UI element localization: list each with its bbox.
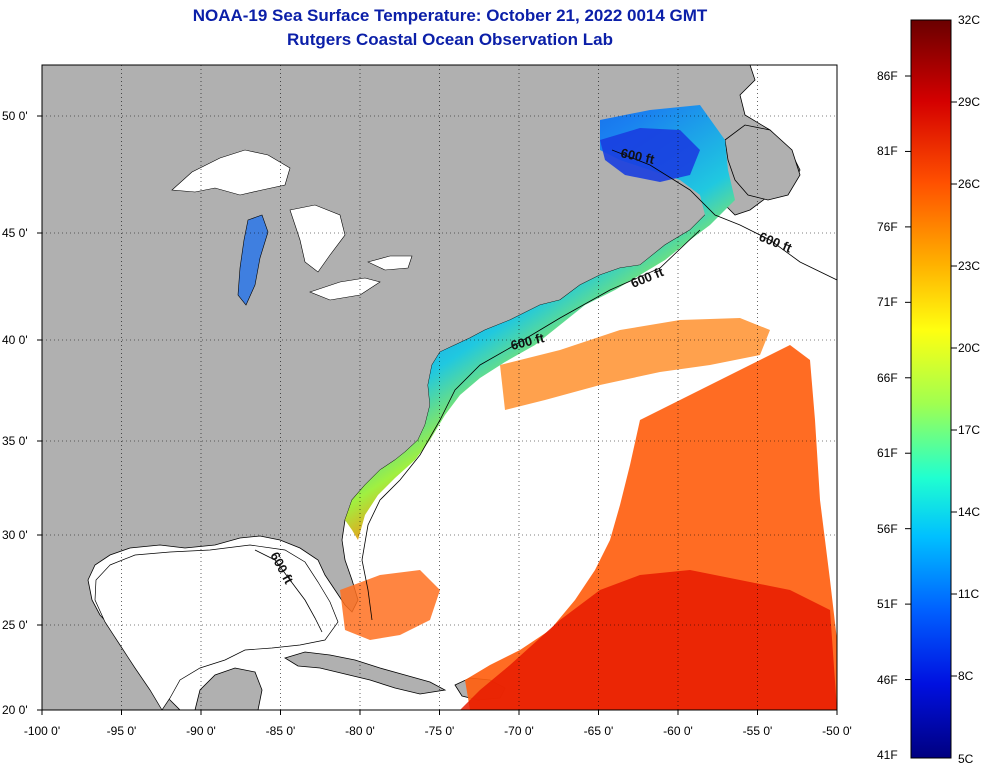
- cold-patch: [600, 128, 700, 182]
- celsius-label: 5C: [958, 752, 974, 766]
- celsius-label: 26C: [958, 177, 981, 191]
- map-title: NOAA-19 Sea Surface Temperature: October…: [192, 6, 708, 25]
- lat-tick-label: 25 0': [2, 618, 28, 632]
- lat-tick-label: 35 0': [2, 434, 28, 448]
- latitude-axis: 20 0' 25 0' 30 0' 35 0' 40 0' 45 0' 50 0': [2, 109, 42, 717]
- fahrenheit-label: 71F: [877, 295, 898, 310]
- gulf-of-mexico: [94, 544, 339, 710]
- lake-huron: [289, 204, 346, 273]
- lon-tick-label: -55 0': [743, 724, 773, 738]
- lon-tick-label: -100 0': [24, 724, 60, 738]
- fahrenheit-label: 81F: [877, 144, 898, 159]
- lake-michigan: [237, 214, 269, 306]
- lon-tick-label: -60 0': [663, 724, 693, 738]
- celsius-label: 8C: [958, 669, 974, 683]
- lake-ontario: [367, 255, 413, 271]
- fahrenheit-label: 56F: [877, 521, 898, 536]
- hot-ocean-sst: [460, 570, 837, 710]
- celsius-label: 14C: [958, 505, 981, 519]
- lon-tick-label: -65 0': [584, 724, 614, 738]
- isobath-label: 600 ft: [619, 145, 656, 167]
- lat-tick-label: 30 0': [2, 528, 28, 542]
- lon-tick-label: -50 0': [822, 724, 852, 738]
- lake-erie: [309, 277, 381, 301]
- map-subtitle: Rutgers Coastal Ocean Observation Lab: [287, 30, 613, 49]
- lon-tick-label: -90 0': [186, 724, 216, 738]
- shelf-water-sst: [345, 105, 735, 540]
- lon-tick-label: -85 0': [266, 724, 296, 738]
- colorbar-ticks: [905, 75, 957, 681]
- bahamas-sst: [340, 570, 440, 640]
- celsius-label: 17C: [958, 423, 981, 437]
- celsius-label: 29C: [958, 95, 981, 109]
- isobath-line: [254, 549, 323, 633]
- celsius-label: 23C: [958, 259, 981, 273]
- land-cuba: [284, 651, 447, 695]
- fahrenheit-label: 51F: [877, 597, 898, 612]
- fahrenheit-label: 46F: [877, 672, 898, 687]
- celsius-label: 32C: [958, 13, 981, 27]
- lon-tick-label: -95 0': [107, 724, 137, 738]
- lat-tick-label: 40 0': [2, 333, 28, 347]
- lat-tick-label: 45 0': [2, 226, 28, 240]
- longitude-axis: -100 0' -95 0' -90 0' -85 0' -80 0' -75 0' -70…: [24, 710, 852, 738]
- fahrenheit-label: 86F: [877, 69, 898, 83]
- celsius-label: 20C: [958, 341, 981, 355]
- land-newfoundland: [724, 124, 801, 201]
- land-yucatan: [194, 667, 263, 710]
- lon-tick-label: -80 0': [345, 724, 375, 738]
- colorbar: [910, 19, 952, 759]
- fahrenheit-label: 76F: [877, 219, 898, 234]
- graticule: [42, 65, 837, 710]
- lake-superior: [171, 149, 291, 196]
- lon-tick-label: -70 0': [504, 724, 534, 738]
- fahrenheit-label: 61F: [877, 446, 898, 461]
- celsius-label: 11C: [958, 587, 980, 601]
- map-canvas: 600 ft 600 ft 600 ft 600 ft 600 ft: [42, 65, 837, 710]
- fahrenheit-label: 66F: [877, 370, 898, 385]
- isobath-line: [361, 229, 701, 621]
- gulf-stream-sst: [500, 318, 770, 410]
- isobath-line: [611, 149, 837, 281]
- lat-tick-label: 50 0': [2, 109, 28, 123]
- fahrenheit-label: 41F: [877, 748, 898, 762]
- lat-tick-label: 20 0': [2, 703, 28, 717]
- lon-tick-label: -75 0': [425, 724, 455, 738]
